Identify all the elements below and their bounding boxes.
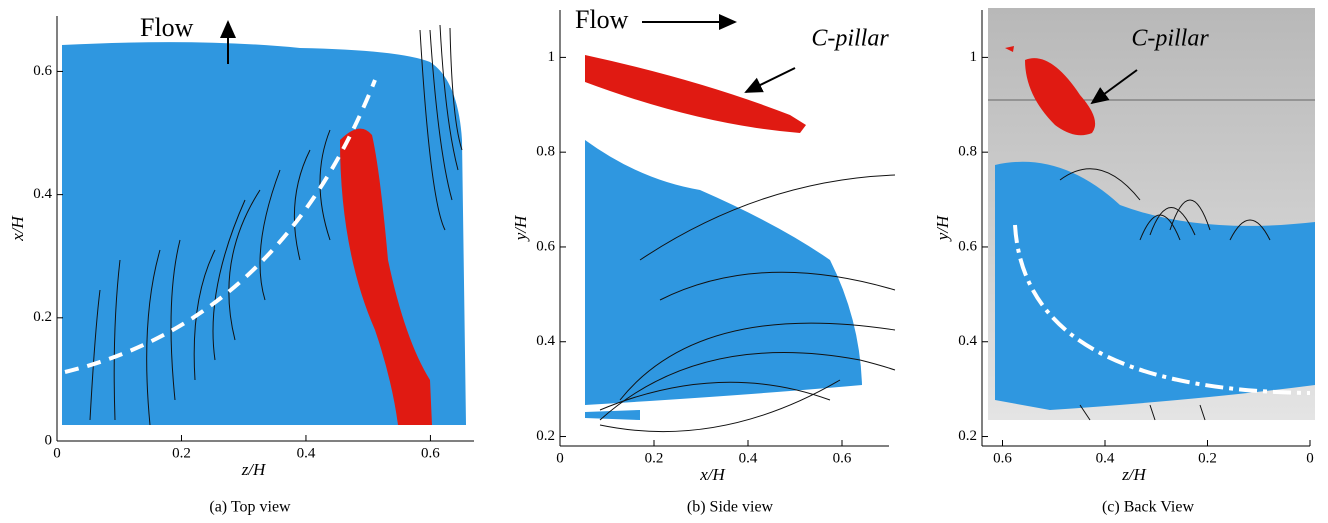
x-tick-label: 0.6 — [993, 450, 1012, 466]
render-b — [585, 14, 896, 433]
x-tick-label: 0.4 — [1096, 450, 1115, 466]
y-tick-label: 0.2 — [958, 428, 977, 444]
x-tick-label: 0.2 — [172, 445, 191, 461]
x-tick-label: 0.4 — [739, 450, 758, 466]
render-c — [988, 8, 1315, 421]
x-tick-label: 0.2 — [645, 450, 664, 466]
y-tick-label: 0.6 — [536, 238, 555, 254]
x-axis-label: z/H — [241, 460, 267, 479]
x-axis-label: x/H — [699, 465, 726, 484]
x-tick-label: 0 — [53, 445, 61, 461]
x-axis-label: z/H — [1121, 465, 1147, 484]
x-tick-label: 0.6 — [421, 445, 440, 461]
y-tick-label: 1 — [970, 49, 978, 65]
x-tick-label: 0.2 — [1198, 450, 1217, 466]
y-tick-label: 1 — [548, 49, 556, 65]
caption: (b) Side view — [687, 499, 774, 516]
caption: (c) Back View — [1102, 499, 1194, 516]
y-tick-label: 0.8 — [958, 144, 977, 160]
x-tick-label: 0.4 — [297, 445, 316, 461]
y-axis-label: x/H — [8, 215, 27, 242]
callout: C-pillar — [1131, 26, 1209, 52]
caption: (a) Top view — [209, 499, 291, 516]
y-tick-label: 0 — [45, 432, 53, 448]
y-tick-label: 0.4 — [958, 333, 977, 349]
y-tick-label: 0.4 — [536, 333, 555, 349]
callout: C-pillar — [811, 26, 889, 52]
y-tick-label: 0.8 — [536, 144, 555, 160]
y-tick-label: 0.2 — [33, 309, 52, 325]
y-tick-label: 0.6 — [958, 238, 977, 254]
x-tick-label: 0.6 — [833, 450, 852, 466]
y-axis-label: y/H — [511, 214, 530, 242]
y-tick-label: 0.4 — [33, 186, 52, 202]
y-tick-label: 0.2 — [536, 428, 555, 444]
y-tick-label: 0.6 — [33, 63, 52, 79]
x-tick-label: 0 — [1306, 450, 1314, 466]
render-a — [62, 20, 466, 426]
x-tick-label: 0 — [556, 450, 564, 466]
flow-label: Flow — [575, 5, 629, 34]
y-axis-label: y/H — [933, 214, 952, 242]
flow-label: Flow — [140, 13, 194, 42]
